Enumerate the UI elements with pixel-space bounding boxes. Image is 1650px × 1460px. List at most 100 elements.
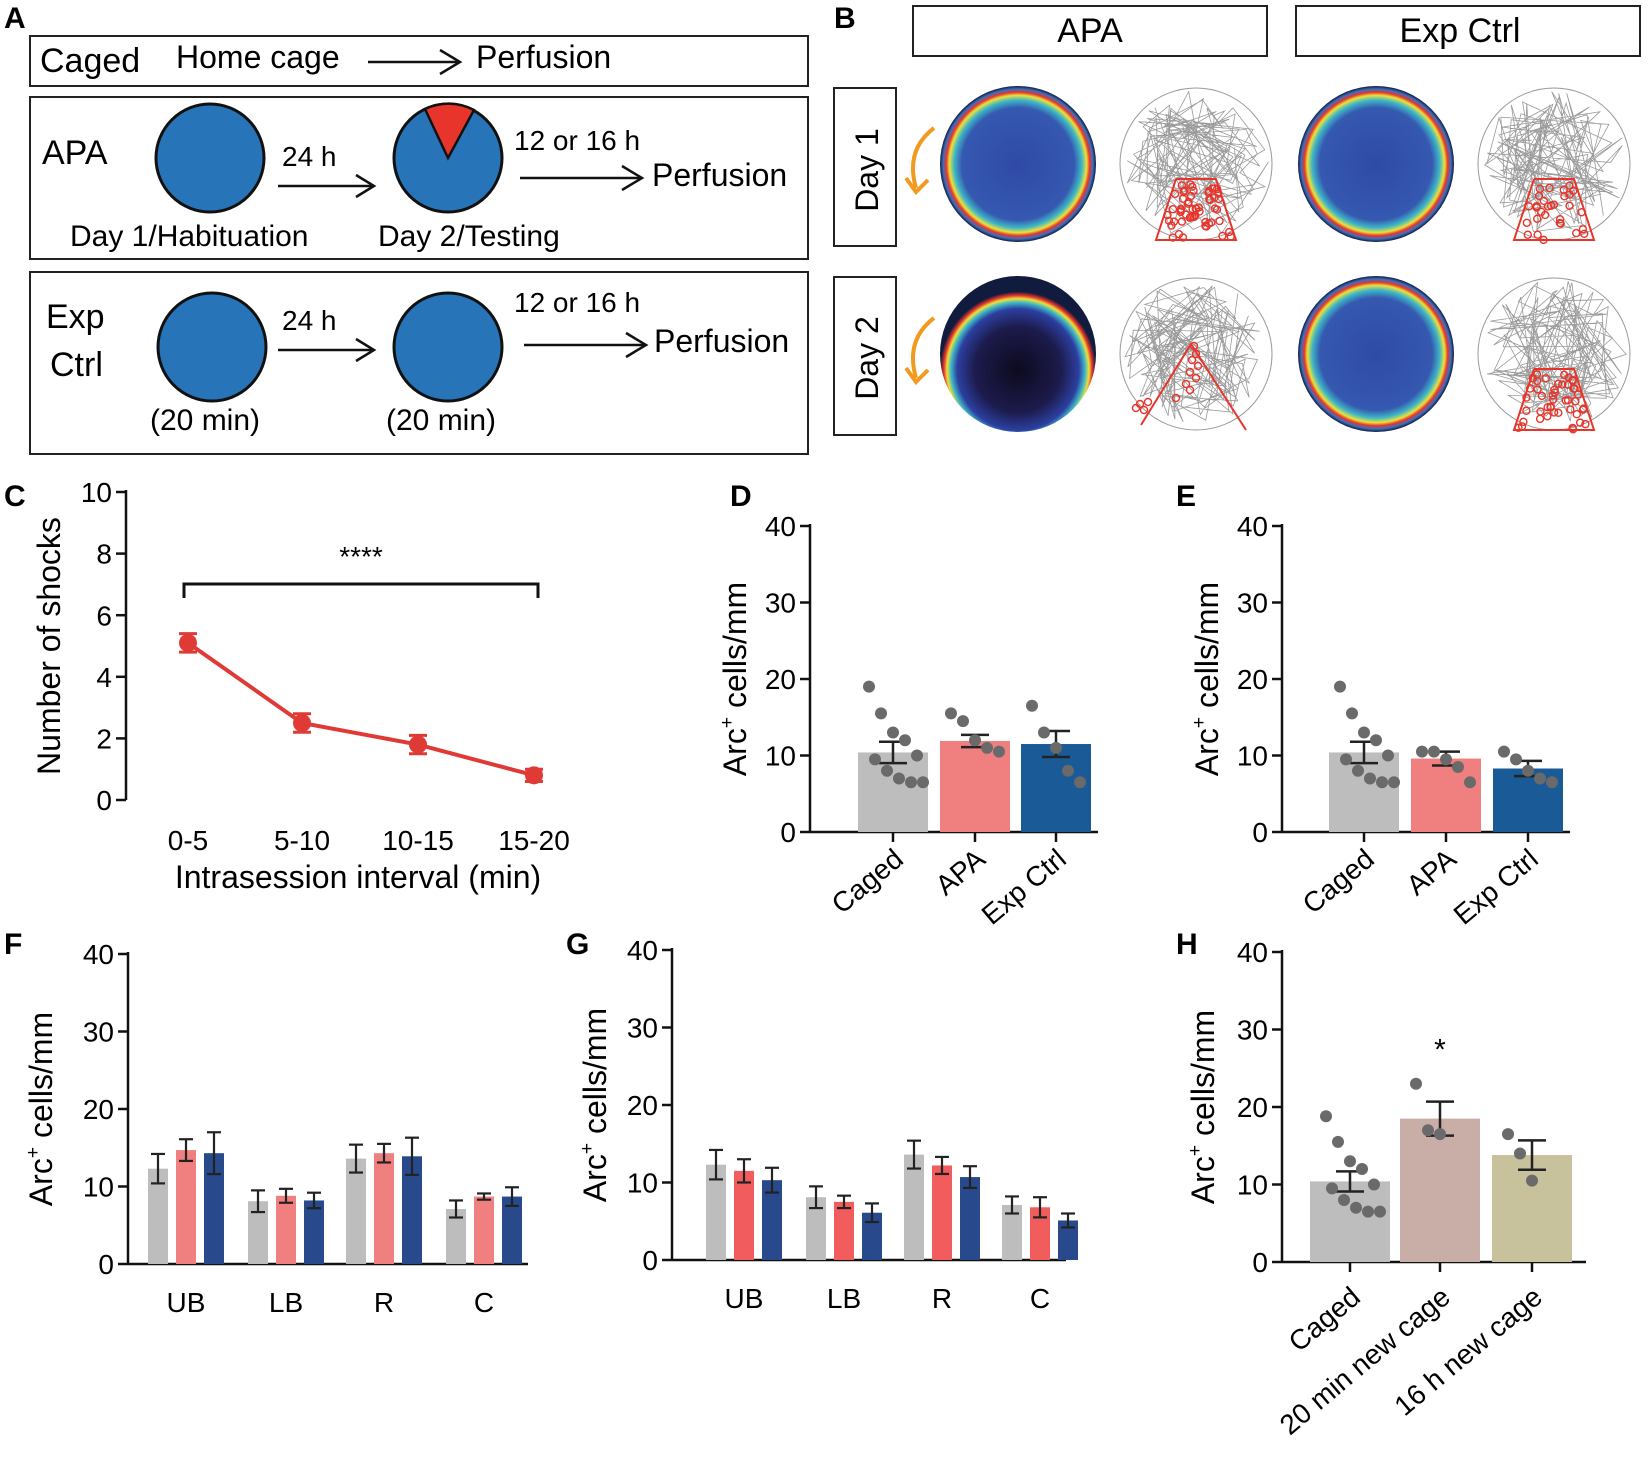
x-tick-label: APA	[930, 843, 992, 902]
y-label-sup: +	[717, 717, 738, 728]
x-tick-label: 0-5	[168, 825, 208, 856]
data-dot	[1358, 726, 1370, 739]
data-dot	[1502, 1128, 1514, 1141]
apa-gap-label: 24 h	[282, 141, 337, 172]
apa-label: APA	[42, 134, 108, 172]
data-point	[293, 714, 311, 732]
shock-marker	[1204, 186, 1214, 196]
bar-ub-exp-ctrl	[762, 1180, 782, 1260]
y-tick-label: 30	[627, 1013, 658, 1044]
shock-marker	[1225, 227, 1234, 237]
y-axis-label: Arc+ cells/mm	[577, 1008, 613, 1202]
expctrl-perfusion-label: Perfusion	[654, 323, 789, 359]
apa-box	[29, 96, 809, 260]
y-tick-label: 0	[1252, 1247, 1268, 1278]
y-axis-label: Arc+ cells/mm	[1189, 582, 1225, 776]
data-dot	[1452, 760, 1464, 773]
data-dot	[957, 715, 969, 728]
data-dot	[1428, 745, 1440, 758]
heatmap-apa-day1	[940, 86, 1096, 242]
bar-lb-exp-ctrl	[862, 1212, 882, 1260]
shock-marker	[1187, 355, 1197, 365]
bar-c-caged	[446, 1208, 466, 1264]
data-dot	[1026, 699, 1038, 712]
y-label-arc: Arc	[23, 1158, 59, 1206]
shock-marker	[1522, 406, 1531, 415]
data-dot	[945, 707, 957, 720]
x-tick-label: R	[932, 1283, 952, 1314]
y-tick-label: 2	[96, 723, 112, 754]
data-dot	[1422, 1124, 1434, 1137]
data-dot	[1334, 680, 1346, 693]
shock-marker	[1164, 216, 1174, 226]
shock-marker	[1549, 395, 1558, 404]
shock-marker	[1517, 422, 1527, 431]
shock-marker	[1533, 230, 1542, 239]
caged-perfusion-label: Perfusion	[476, 39, 611, 75]
shock-marker	[1522, 393, 1531, 402]
x-tick-label: Caged	[826, 843, 909, 920]
data-dot	[917, 776, 929, 789]
y-label-rest: cells/mm	[1185, 1010, 1221, 1145]
shock-marker	[1226, 232, 1235, 241]
shock-zone-icon	[423, 102, 476, 161]
shock-marker	[1524, 202, 1534, 211]
col-header-apa-box	[912, 5, 1268, 57]
panel-letter-f: F	[4, 928, 22, 961]
y-label-rest: cells/mm	[717, 582, 753, 717]
data-dot	[1546, 776, 1558, 789]
shock-marker	[1528, 374, 1537, 383]
panel-letter-g: G	[566, 928, 589, 961]
shock-marker	[1578, 225, 1588, 234]
bar-r-exp-ctrl	[960, 1177, 980, 1260]
shock-marker	[1519, 417, 1528, 427]
shock-marker	[1543, 412, 1552, 421]
bar-lb-caged	[806, 1197, 826, 1260]
shock-marker	[1139, 405, 1149, 415]
track-apa-day1	[1119, 87, 1273, 242]
significance-stars: ****	[339, 541, 383, 572]
data-dot	[1434, 1128, 1446, 1141]
panel-letter-c: C	[4, 480, 26, 513]
bar-r-caged	[904, 1154, 924, 1260]
heatmap-exp-day1	[1298, 86, 1454, 242]
y-tick-label: 0	[780, 817, 796, 848]
data-dot	[1326, 1182, 1338, 1195]
shock-marker	[1170, 189, 1180, 199]
data-dot	[1514, 1147, 1526, 1160]
col-header-exp-box	[1295, 5, 1641, 57]
shock-marker	[1566, 405, 1575, 414]
x-tick-label: LB	[827, 1283, 861, 1314]
data-dot	[1388, 776, 1400, 789]
track-exp-day1	[1477, 87, 1631, 245]
y-label-rest: cells/mm	[577, 1008, 613, 1143]
track-apa-day2	[1119, 277, 1273, 431]
shock-marker	[1572, 228, 1581, 238]
data-dot	[993, 745, 1005, 758]
panel-a-protocol: Caged Home cage Perfusion APA 24 h 12 or…	[29, 35, 809, 455]
x-tick-label: R	[374, 1287, 394, 1318]
data-point	[409, 735, 427, 754]
heatmap-exp-day2	[1298, 276, 1454, 432]
data-dot	[893, 772, 905, 785]
arena-outline	[1119, 277, 1273, 431]
shock-marker	[1565, 190, 1574, 199]
y-tick-label: 10	[1237, 741, 1268, 772]
bar-c-exp-ctrl	[502, 1196, 522, 1264]
rotation-arrow-icon	[911, 126, 936, 189]
rotation-arrow-icon	[911, 316, 936, 379]
shock-marker	[1533, 214, 1542, 224]
bar-c-caged	[1002, 1204, 1022, 1260]
shock-marker	[1193, 361, 1203, 371]
data-dot	[1440, 753, 1452, 766]
shock-marker	[1181, 379, 1191, 389]
shock-marker	[1218, 231, 1227, 241]
expctrl-duration-1: (20 min)	[150, 404, 260, 437]
y-label-sup: +	[1185, 1145, 1206, 1156]
shock-marker	[1176, 206, 1186, 215]
y-tick-label: 40	[1237, 511, 1268, 542]
panel-letter-h: H	[1176, 928, 1198, 961]
